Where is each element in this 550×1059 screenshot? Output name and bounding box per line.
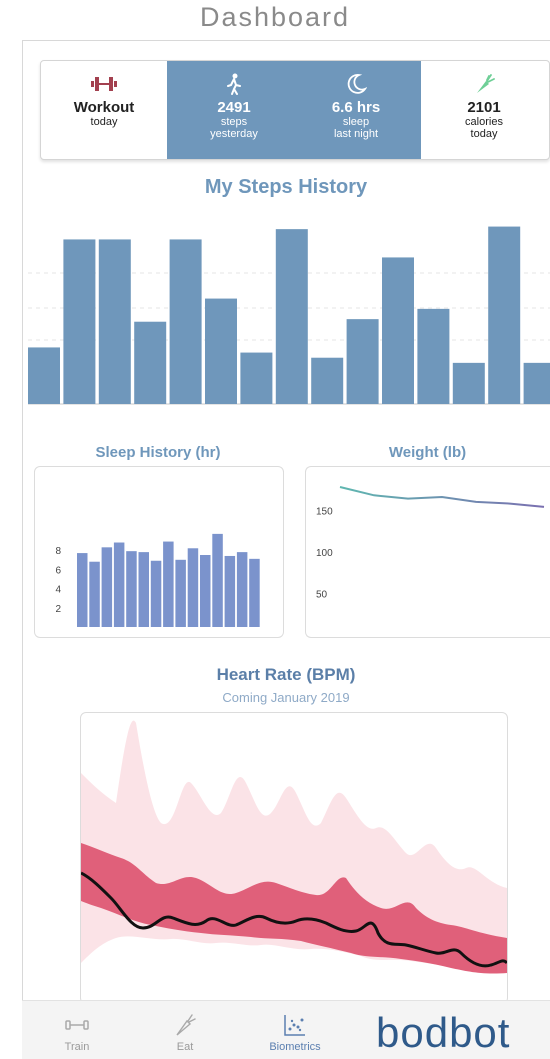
tab-biometrics[interactable]: Biometrics <box>250 1001 340 1059</box>
tab-label: Biometrics <box>269 1041 321 1053</box>
dumbbell-icon <box>91 77 117 91</box>
bottom-tab-bar: Train Eat Biometrics <box>22 1000 550 1059</box>
sleep-bar <box>89 561 100 627</box>
heart-chart-subtitle: Coming January 2019 <box>222 690 350 705</box>
page-title: Dashboard <box>199 2 351 32</box>
steps-bar <box>240 352 273 404</box>
bodbot-logo: bodbot <box>376 1009 511 1056</box>
tab-label: Eat <box>176 1041 194 1053</box>
weight-line <box>339 486 545 508</box>
stat-label: sleep <box>342 116 370 128</box>
weight-tick-label: 150 <box>316 506 333 517</box>
stat-sublabel: today <box>470 128 498 140</box>
sleep-tick-label: 6 <box>55 565 61 576</box>
tab-label: Train <box>64 1041 90 1053</box>
steps-bar <box>452 362 485 404</box>
sleep-bar <box>126 551 137 627</box>
steps-bar <box>311 357 344 404</box>
steps-bar <box>28 347 60 404</box>
steps-bar-chart <box>28 226 550 405</box>
sleep-bar <box>163 541 174 627</box>
heart-mean-line <box>81 871 507 968</box>
stat-value: 2101 <box>467 99 501 116</box>
sleep-tick-label: 2 <box>55 604 61 615</box>
stat-label: steps <box>220 116 248 128</box>
stat-workout[interactable]: Workout today <box>41 61 167 159</box>
sleep-bar-chart: 8 6 4 2 <box>55 533 260 627</box>
sleep-tick-label: 8 <box>55 546 61 557</box>
stat-steps[interactable]: 2491 steps yesterday <box>171 61 297 159</box>
sleep-bar <box>113 542 125 627</box>
tab-train[interactable]: Train <box>32 1001 122 1059</box>
steps-bar <box>417 308 450 404</box>
stat-value: 2491 <box>217 99 251 116</box>
stats-summary-card: Workout today 2491 steps yesterday 6.6 h… <box>40 60 550 160</box>
stat-label: today <box>90 116 118 128</box>
steps-bar <box>488 226 521 404</box>
heart-rate-band-chart <box>81 720 507 974</box>
steps-bar <box>98 239 131 404</box>
stat-value: 6.6 hrs <box>331 99 381 116</box>
stat-label: calories <box>465 116 503 128</box>
sleep-tick-label: 4 <box>55 585 61 596</box>
steps-bar <box>346 319 379 404</box>
sleep-bar <box>200 555 211 627</box>
sleep-bar <box>224 555 236 627</box>
sleep-bar <box>101 547 113 627</box>
weight-chart-title: Weight (lb) <box>388 444 467 461</box>
sleep-bar <box>212 533 223 627</box>
highlight-panel <box>167 61 421 159</box>
weight-chart-card: 150 100 50 <box>305 466 550 638</box>
sleep-bar <box>187 548 199 627</box>
moon-icon <box>347 74 367 94</box>
steps-bar <box>169 239 202 404</box>
steps-bar <box>134 321 167 404</box>
sleep-bar <box>236 552 248 627</box>
tab-eat[interactable]: Eat <box>140 1001 230 1059</box>
sleep-bar <box>150 560 162 627</box>
walking-person-icon <box>227 73 241 95</box>
weight-tick-label: 100 <box>316 548 333 559</box>
sleep-bar <box>175 559 186 627</box>
stat-sublabel: last night <box>333 128 379 140</box>
steps-bar <box>523 362 550 404</box>
steps-bar <box>382 257 414 404</box>
sleep-bar <box>249 558 260 627</box>
sleep-chart-card: 8 6 4 2 <box>34 466 284 638</box>
dumbbell-icon <box>65 1020 89 1030</box>
sleep-bar <box>77 553 88 627</box>
sleep-chart-title: Sleep History (hr) <box>95 444 221 461</box>
carrot-icon <box>176 1014 196 1036</box>
stat-value: Workout <box>73 99 135 116</box>
steps-chart-title: My Steps History <box>204 176 368 198</box>
stat-calories[interactable]: 2101 calories today <box>421 61 547 159</box>
steps-bar <box>63 239 96 404</box>
steps-bar <box>205 298 237 404</box>
stat-sublabel: yesterday <box>210 128 258 140</box>
heart-chart-title: Heart Rate (BPM) <box>216 665 356 684</box>
sleep-bar <box>138 552 149 627</box>
stat-sleep[interactable]: 6.6 hrs sleep last night <box>291 61 421 159</box>
weight-line-chart: 150 100 50 <box>316 486 545 600</box>
weight-tick-label: 50 <box>316 589 328 600</box>
steps-bar <box>275 229 308 404</box>
heart-chart-card <box>80 712 508 1004</box>
scatter-chart-icon <box>284 1015 305 1036</box>
heart-inner-band <box>81 843 507 974</box>
carrot-icon <box>477 74 495 93</box>
